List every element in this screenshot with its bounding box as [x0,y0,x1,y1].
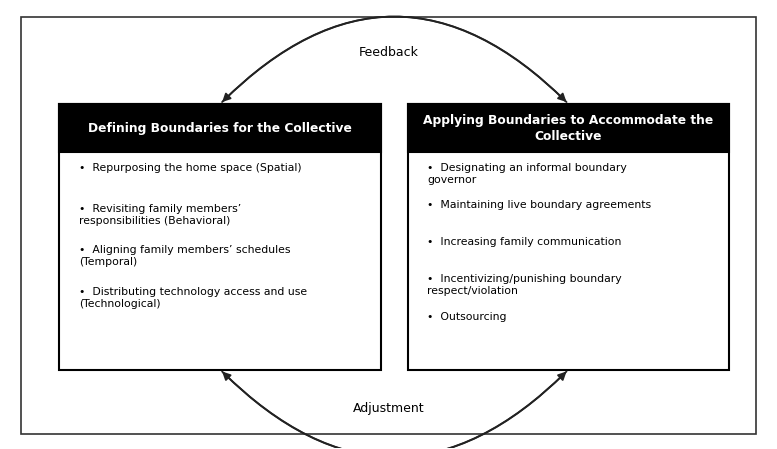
Bar [408,104,729,152]
Bar [408,104,729,370]
Text: Defining Boundaries for the Collective: Defining Boundaries for the Collective [88,122,352,135]
Text: •  Distributing technology access and use
(Technological): • Distributing technology access and use… [78,286,307,308]
Text: Adjustment: Adjustment [353,402,424,415]
Text: •  Revisiting family members’
responsibilities (Behavioral): • Revisiting family members’ responsibil… [78,204,241,226]
Text: •  Outsourcing: • Outsourcing [427,312,507,321]
Text: •  Aligning family members’ schedules
(Temporal): • Aligning family members’ schedules (Te… [78,246,291,268]
Text: •  Repurposing the home space (Spatial): • Repurposing the home space (Spatial) [78,163,301,173]
Text: •  Maintaining live boundary agreements: • Maintaining live boundary agreements [427,200,651,211]
FancyArrowPatch shape [224,17,566,102]
Text: •  Increasing family communication: • Increasing family communication [427,238,622,247]
Bar [60,104,381,152]
FancyArrowPatch shape [224,371,566,449]
Bar [60,104,381,152]
Bar [60,104,381,370]
Text: •  Incentivizing/punishing boundary
respect/violation: • Incentivizing/punishing boundary respe… [427,274,622,296]
FancyArrowPatch shape [222,371,565,449]
Text: •  Designating an informal boundary
governor: • Designating an informal boundary gover… [427,163,627,185]
Text: Feedback: Feedback [358,46,419,59]
Text: Applying Boundaries to Accommodate the
Collective: Applying Boundaries to Accommodate the C… [423,114,713,143]
Bar [408,104,729,152]
FancyArrowPatch shape [222,17,565,102]
